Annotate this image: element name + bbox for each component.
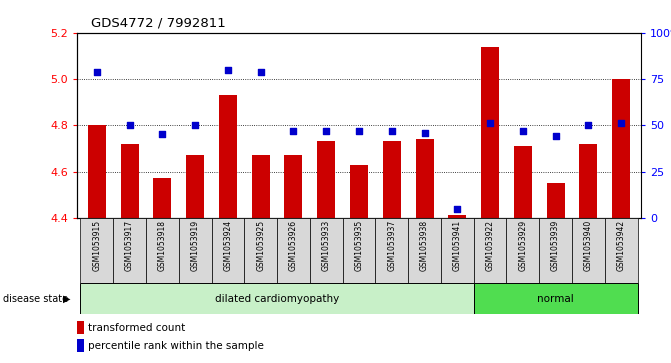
FancyBboxPatch shape [244,218,277,283]
FancyBboxPatch shape [81,283,474,314]
Point [484,121,495,126]
Bar [219,95,237,218]
Text: GSM1053942: GSM1053942 [617,220,625,271]
FancyBboxPatch shape [343,218,375,283]
FancyBboxPatch shape [310,218,343,283]
Text: normal: normal [537,294,574,303]
FancyBboxPatch shape [81,218,113,283]
Point [517,128,528,134]
Text: percentile rank within the sample: percentile rank within the sample [89,341,264,351]
Point [91,69,102,74]
Bar [121,144,139,218]
Text: GSM1053924: GSM1053924 [223,220,232,271]
Bar [350,164,368,218]
Text: ▶: ▶ [63,294,70,303]
Text: transformed count: transformed count [89,323,186,333]
Text: GSM1053938: GSM1053938 [420,220,429,271]
FancyBboxPatch shape [178,218,211,283]
Bar [382,142,401,218]
FancyBboxPatch shape [113,218,146,283]
Point [190,122,201,128]
Point [354,128,364,134]
Point [419,130,430,135]
Text: GSM1053939: GSM1053939 [551,220,560,271]
Bar [77,321,85,334]
Text: GSM1053919: GSM1053919 [191,220,200,271]
Text: GSM1053926: GSM1053926 [289,220,298,271]
Bar [514,146,532,218]
FancyBboxPatch shape [539,218,572,283]
Text: GSM1053915: GSM1053915 [93,220,101,271]
Text: GSM1053922: GSM1053922 [486,220,495,271]
Text: GSM1053917: GSM1053917 [125,220,134,271]
Text: GSM1053940: GSM1053940 [584,220,593,271]
Point [288,128,299,134]
Text: GSM1053929: GSM1053929 [518,220,527,271]
Bar [612,79,630,218]
FancyBboxPatch shape [146,218,178,283]
Point [386,128,397,134]
Point [321,128,331,134]
FancyBboxPatch shape [211,218,244,283]
Bar [154,179,171,218]
Bar [88,125,106,218]
Bar [77,339,85,352]
FancyBboxPatch shape [507,218,539,283]
Text: GSM1053937: GSM1053937 [387,220,397,271]
Point [124,122,135,128]
Point [550,134,561,139]
Text: GSM1053918: GSM1053918 [158,220,167,271]
Text: GSM1053925: GSM1053925 [256,220,265,271]
Bar [481,46,499,218]
FancyBboxPatch shape [277,218,310,283]
Bar [448,216,466,218]
FancyBboxPatch shape [408,218,441,283]
Text: GSM1053933: GSM1053933 [321,220,331,271]
FancyBboxPatch shape [375,218,408,283]
Bar [186,155,204,218]
Bar [579,144,597,218]
Point [452,205,463,211]
Text: dilated cardiomyopathy: dilated cardiomyopathy [215,294,339,303]
Bar [415,139,433,218]
Bar [547,183,564,218]
Point [223,67,234,73]
Bar [317,142,336,218]
FancyBboxPatch shape [605,218,637,283]
Point [255,69,266,74]
FancyBboxPatch shape [441,218,474,283]
Text: disease state: disease state [3,294,68,303]
Text: GSM1053941: GSM1053941 [453,220,462,271]
Text: GDS4772 / 7992811: GDS4772 / 7992811 [91,16,225,29]
Point [157,131,168,137]
Point [583,122,594,128]
FancyBboxPatch shape [474,218,507,283]
FancyBboxPatch shape [474,283,637,314]
Bar [252,155,270,218]
Point [616,121,627,126]
Bar [285,155,303,218]
Text: GSM1053935: GSM1053935 [354,220,364,271]
FancyBboxPatch shape [572,218,605,283]
